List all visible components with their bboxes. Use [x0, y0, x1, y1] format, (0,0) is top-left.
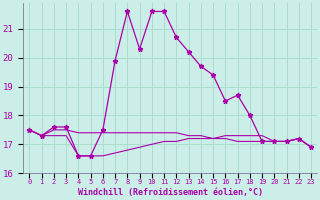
X-axis label: Windchill (Refroidissement éolien,°C): Windchill (Refroidissement éolien,°C): [78, 188, 263, 197]
